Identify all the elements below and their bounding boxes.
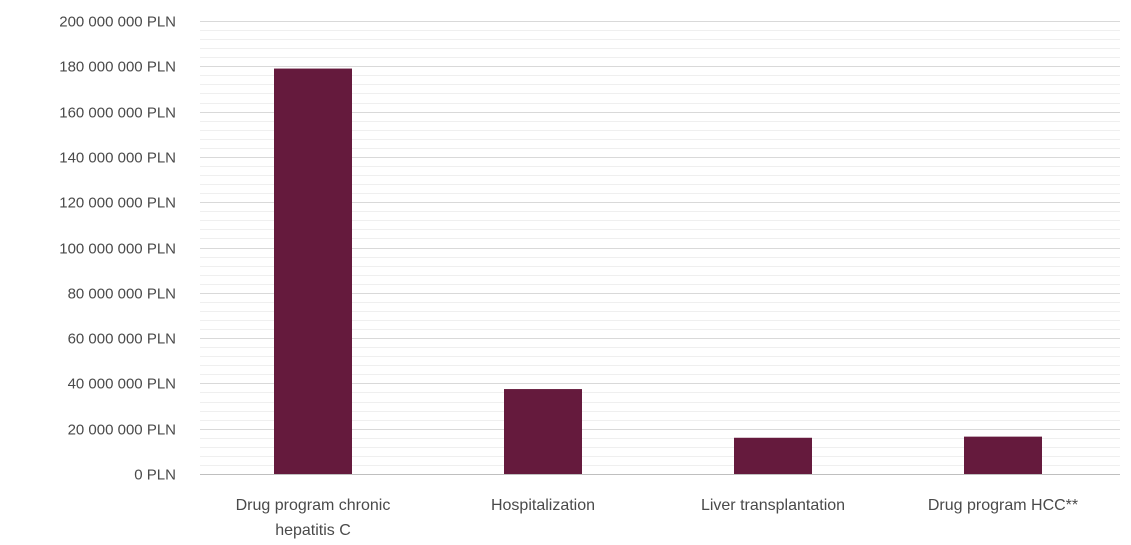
x-tick-label: Liver transplantation bbox=[701, 497, 845, 514]
x-tick-label: Hospitalization bbox=[491, 497, 595, 514]
x-tick-label: hepatitis C bbox=[275, 522, 351, 539]
y-tick-label: 80 000 000 PLN bbox=[68, 286, 176, 303]
x-axis: Drug program chronic hepatitis C Hospitali… bbox=[236, 497, 1079, 539]
bar bbox=[274, 68, 352, 474]
bar bbox=[964, 436, 1042, 474]
bar bbox=[504, 389, 582, 474]
y-tick-label: 180 000 000 PLN bbox=[59, 59, 176, 76]
y-tick-label: 160 000 000 PLN bbox=[59, 105, 176, 122]
y-tick-label: 40 000 000 PLN bbox=[68, 376, 176, 393]
bars-layer bbox=[274, 68, 1042, 474]
y-tick-label: 0 PLN bbox=[134, 467, 176, 484]
x-tick-label: Drug program HCC** bbox=[928, 497, 1078, 514]
grid-layer bbox=[200, 21, 1120, 475]
y-axis: 0 PLN 20 000 000 PLN 40 000 000 PLN 60 000 … bbox=[59, 14, 176, 484]
y-tick-label: 20 000 000 PLN bbox=[68, 422, 176, 439]
y-tick-label: 60 000 000 PLN bbox=[68, 331, 176, 348]
y-tick-label: 140 000 000 PLN bbox=[59, 150, 176, 167]
y-tick-label: 100 000 000 PLN bbox=[59, 241, 176, 258]
y-tick-label: 120 000 000 PLN bbox=[59, 195, 176, 212]
bar bbox=[734, 437, 812, 474]
x-tick-label: Drug program chronic bbox=[236, 497, 391, 514]
y-tick-label: 200 000 000 PLN bbox=[59, 14, 176, 31]
